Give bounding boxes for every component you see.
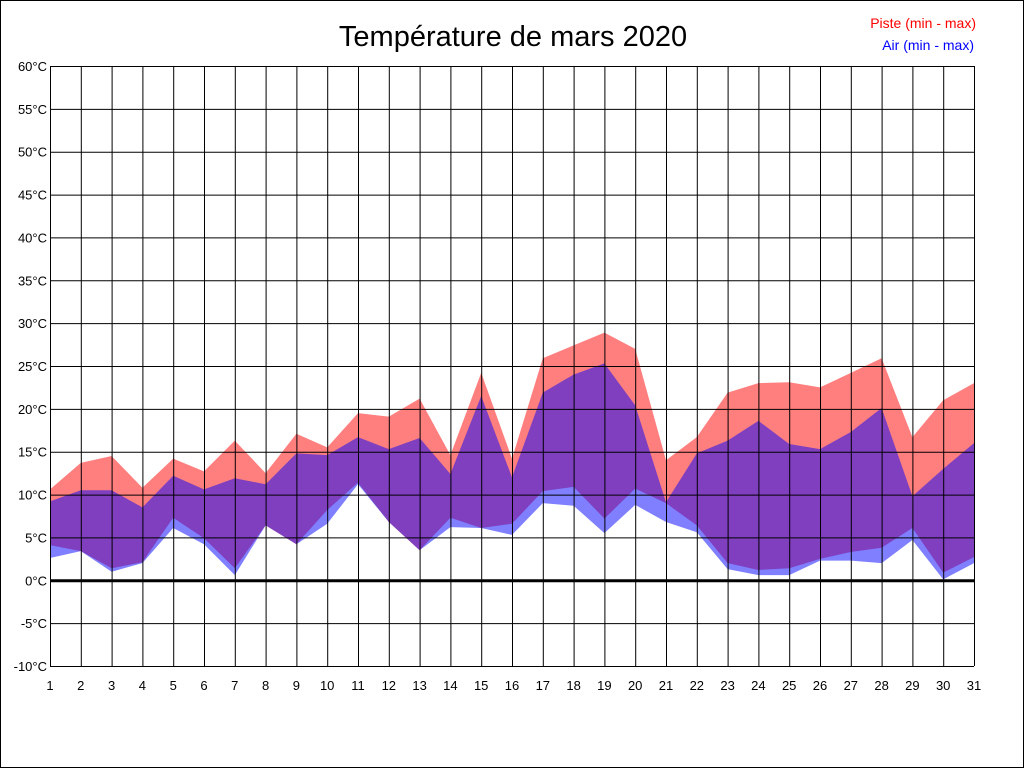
grid — [50, 66, 975, 667]
y-tick-label: 30°C — [18, 316, 47, 331]
x-tick-label: 19 — [597, 678, 611, 693]
x-tick-label: 1 — [46, 678, 53, 693]
x-tick-label: 22 — [690, 678, 704, 693]
series-fills — [50, 332, 974, 580]
y-tick-label: 25°C — [18, 359, 47, 374]
x-tick-label: 20 — [628, 678, 642, 693]
axes: 1 2 3 4 5 6 7 8 9 10 11 12 13 14 15 16 17 18 19 20 21 22 23 24 2… — [14, 59, 982, 693]
legend-air: Air (min - max) — [882, 37, 974, 53]
y-tick-label: 40°C — [18, 230, 47, 245]
y-tick-label: -10°C — [14, 659, 47, 674]
x-tick-label: 10 — [320, 678, 334, 693]
y-tick-label: 10°C — [18, 488, 47, 503]
y-tick-label: 15°C — [18, 445, 47, 460]
y-tick-label: 55°C — [18, 102, 47, 117]
x-tick-label: 31 — [967, 678, 981, 693]
y-tick-label: 35°C — [18, 273, 47, 288]
x-tick-label: 6 — [200, 678, 207, 693]
y-tick-label: 20°C — [18, 402, 47, 417]
x-tick-label: 24 — [751, 678, 765, 693]
x-tick-label: 25 — [782, 678, 796, 693]
x-tick-label: 16 — [505, 678, 519, 693]
x-tick-label: 30 — [936, 678, 950, 693]
x-tick-label: 9 — [293, 678, 300, 693]
x-tick-label: 29 — [905, 678, 919, 693]
x-tick-label: 21 — [659, 678, 673, 693]
legend-piste: Piste (min - max) — [870, 15, 976, 31]
y-tick-label: 50°C — [18, 145, 47, 160]
x-tick-label: 17 — [536, 678, 550, 693]
y-tick-label: -5°C — [21, 616, 47, 631]
x-tick-label: 11 — [351, 678, 365, 693]
x-tick-label: 15 — [474, 678, 488, 693]
series-band-air — [50, 363, 974, 580]
x-tick-label: 2 — [77, 678, 84, 693]
x-tick-label: 8 — [262, 678, 269, 693]
x-tick-label: 18 — [566, 678, 580, 693]
x-tick-label: 13 — [412, 678, 426, 693]
x-tick-label: 4 — [139, 678, 146, 693]
x-tick-label: 3 — [108, 678, 115, 693]
x-tick-label: 14 — [443, 678, 457, 693]
x-tick-label: 7 — [231, 678, 238, 693]
chart-title: Température de mars 2020 — [339, 21, 687, 53]
y-tick-label: 45°C — [18, 188, 47, 203]
x-tick-label: 23 — [720, 678, 734, 693]
y-tick-label: 0°C — [25, 573, 47, 588]
x-tick-label: 26 — [813, 678, 827, 693]
x-tick-label: 12 — [382, 678, 396, 693]
y-tick-label: 60°C — [18, 59, 47, 74]
x-tick-label: 27 — [844, 678, 858, 693]
x-tick-label: 28 — [874, 678, 888, 693]
y-tick-label: 5°C — [25, 530, 47, 545]
x-tick-label: 5 — [170, 678, 177, 693]
